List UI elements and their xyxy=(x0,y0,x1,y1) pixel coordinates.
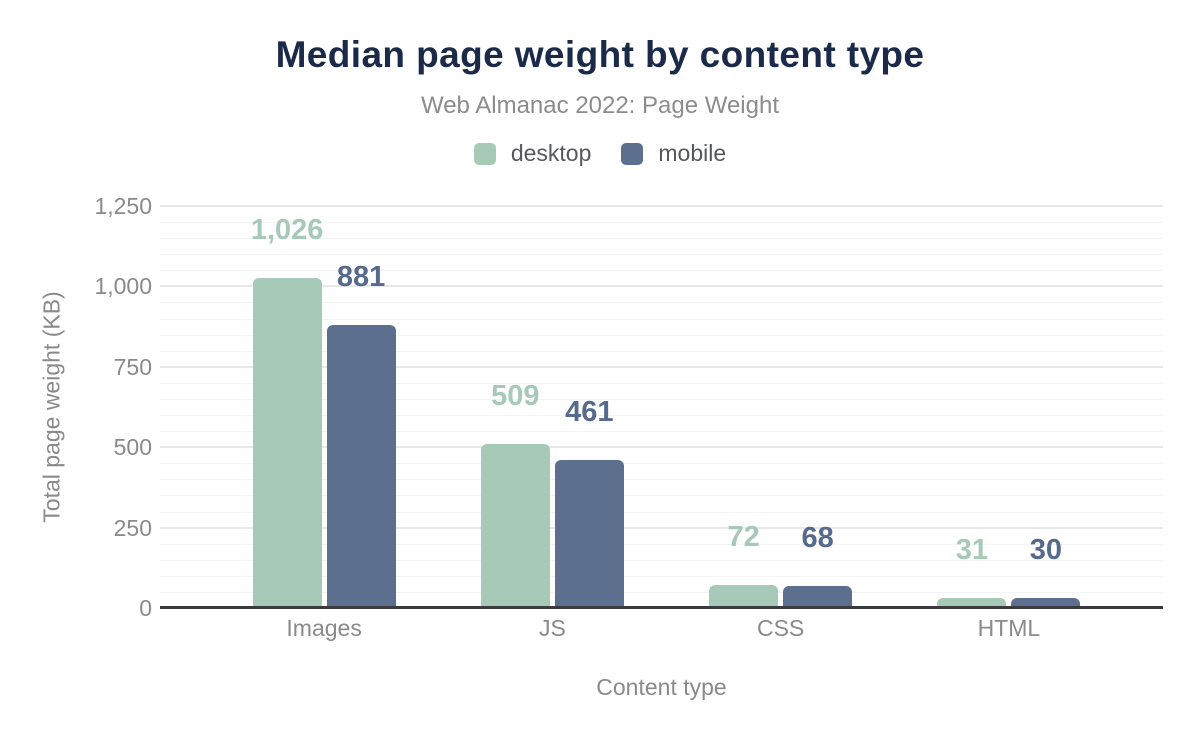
gridline-major xyxy=(160,365,1163,368)
gridline-minor xyxy=(160,543,1163,545)
y-tick-label: 500 xyxy=(113,434,152,461)
y-tick-label: 250 xyxy=(113,514,152,541)
y-tick-label: 1,000 xyxy=(94,273,152,300)
gridline-minor xyxy=(160,559,1163,561)
gridline-minor xyxy=(160,254,1163,256)
bar-mobile-images[interactable] xyxy=(326,324,396,608)
gridline-minor xyxy=(160,334,1163,336)
gridline-minor xyxy=(160,591,1163,593)
bar-desktop-images[interactable] xyxy=(252,278,322,608)
legend-swatch-desktop xyxy=(473,142,496,165)
gridline-minor xyxy=(160,479,1163,481)
legend-label-desktop: desktop xyxy=(510,140,592,166)
gridline-minor xyxy=(160,350,1163,352)
y-tick-label: 1,250 xyxy=(94,193,152,219)
gridline-minor xyxy=(160,270,1163,272)
gridline-minor xyxy=(160,238,1163,240)
gridline-minor xyxy=(160,382,1163,384)
y-axis-title: Total page weight (KB) xyxy=(38,291,65,523)
legend-swatch-mobile xyxy=(621,142,644,165)
bar-desktop-html[interactable] xyxy=(937,598,1007,608)
gridline-minor xyxy=(160,415,1163,417)
gridline-minor xyxy=(160,222,1163,224)
value-label-desktop-css: 72 xyxy=(727,520,760,553)
gridline-minor xyxy=(160,302,1163,304)
gridline-major xyxy=(160,285,1163,288)
legend-label-mobile: mobile xyxy=(658,140,727,166)
value-label-desktop-images: 1,026 xyxy=(250,214,324,247)
bar-desktop-css[interactable] xyxy=(709,584,779,608)
legend-item-mobile[interactable]: mobile xyxy=(621,140,726,167)
value-label-mobile-css: 68 xyxy=(801,522,834,555)
gridline-minor xyxy=(160,463,1163,465)
x-axis-line xyxy=(160,606,1163,609)
x-tick-label-css: CSS xyxy=(756,615,805,641)
bar-mobile-css[interactable] xyxy=(783,586,853,608)
chart-title: Median page weight by content type xyxy=(275,34,925,75)
chart-subtitle: Web Almanac 2022: Page Weight xyxy=(420,92,779,119)
y-tick-label: 750 xyxy=(113,353,152,380)
value-label-mobile-images: 881 xyxy=(336,260,386,293)
legend: desktop mobile xyxy=(0,140,1200,167)
gridline-minor xyxy=(160,575,1163,577)
gridline-major xyxy=(160,526,1163,529)
bar-mobile-js[interactable] xyxy=(554,459,624,608)
gridline-major xyxy=(160,205,1163,207)
value-label-desktop-js: 509 xyxy=(491,380,540,413)
bar-mobile-html[interactable] xyxy=(1011,598,1081,608)
gridline-minor xyxy=(160,398,1163,400)
x-tick-label-js: JS xyxy=(538,615,566,641)
bar-desktop-js[interactable] xyxy=(480,444,550,608)
value-label-mobile-js: 461 xyxy=(565,395,614,428)
y-tick-label: 0 xyxy=(139,595,152,621)
value-label-mobile-html: 30 xyxy=(1029,534,1062,567)
value-label-desktop-html: 31 xyxy=(955,534,988,567)
gridline-minor xyxy=(160,318,1163,320)
gridline-minor xyxy=(160,495,1163,497)
gridline-minor xyxy=(160,431,1163,433)
gridline-major xyxy=(160,446,1163,449)
x-axis-title: Content type xyxy=(596,674,727,700)
legend-item-desktop[interactable]: desktop xyxy=(473,140,592,167)
x-tick-label-images: Images xyxy=(286,615,362,641)
gridline-minor xyxy=(160,511,1163,513)
x-tick-label-html: HTML xyxy=(977,615,1041,641)
